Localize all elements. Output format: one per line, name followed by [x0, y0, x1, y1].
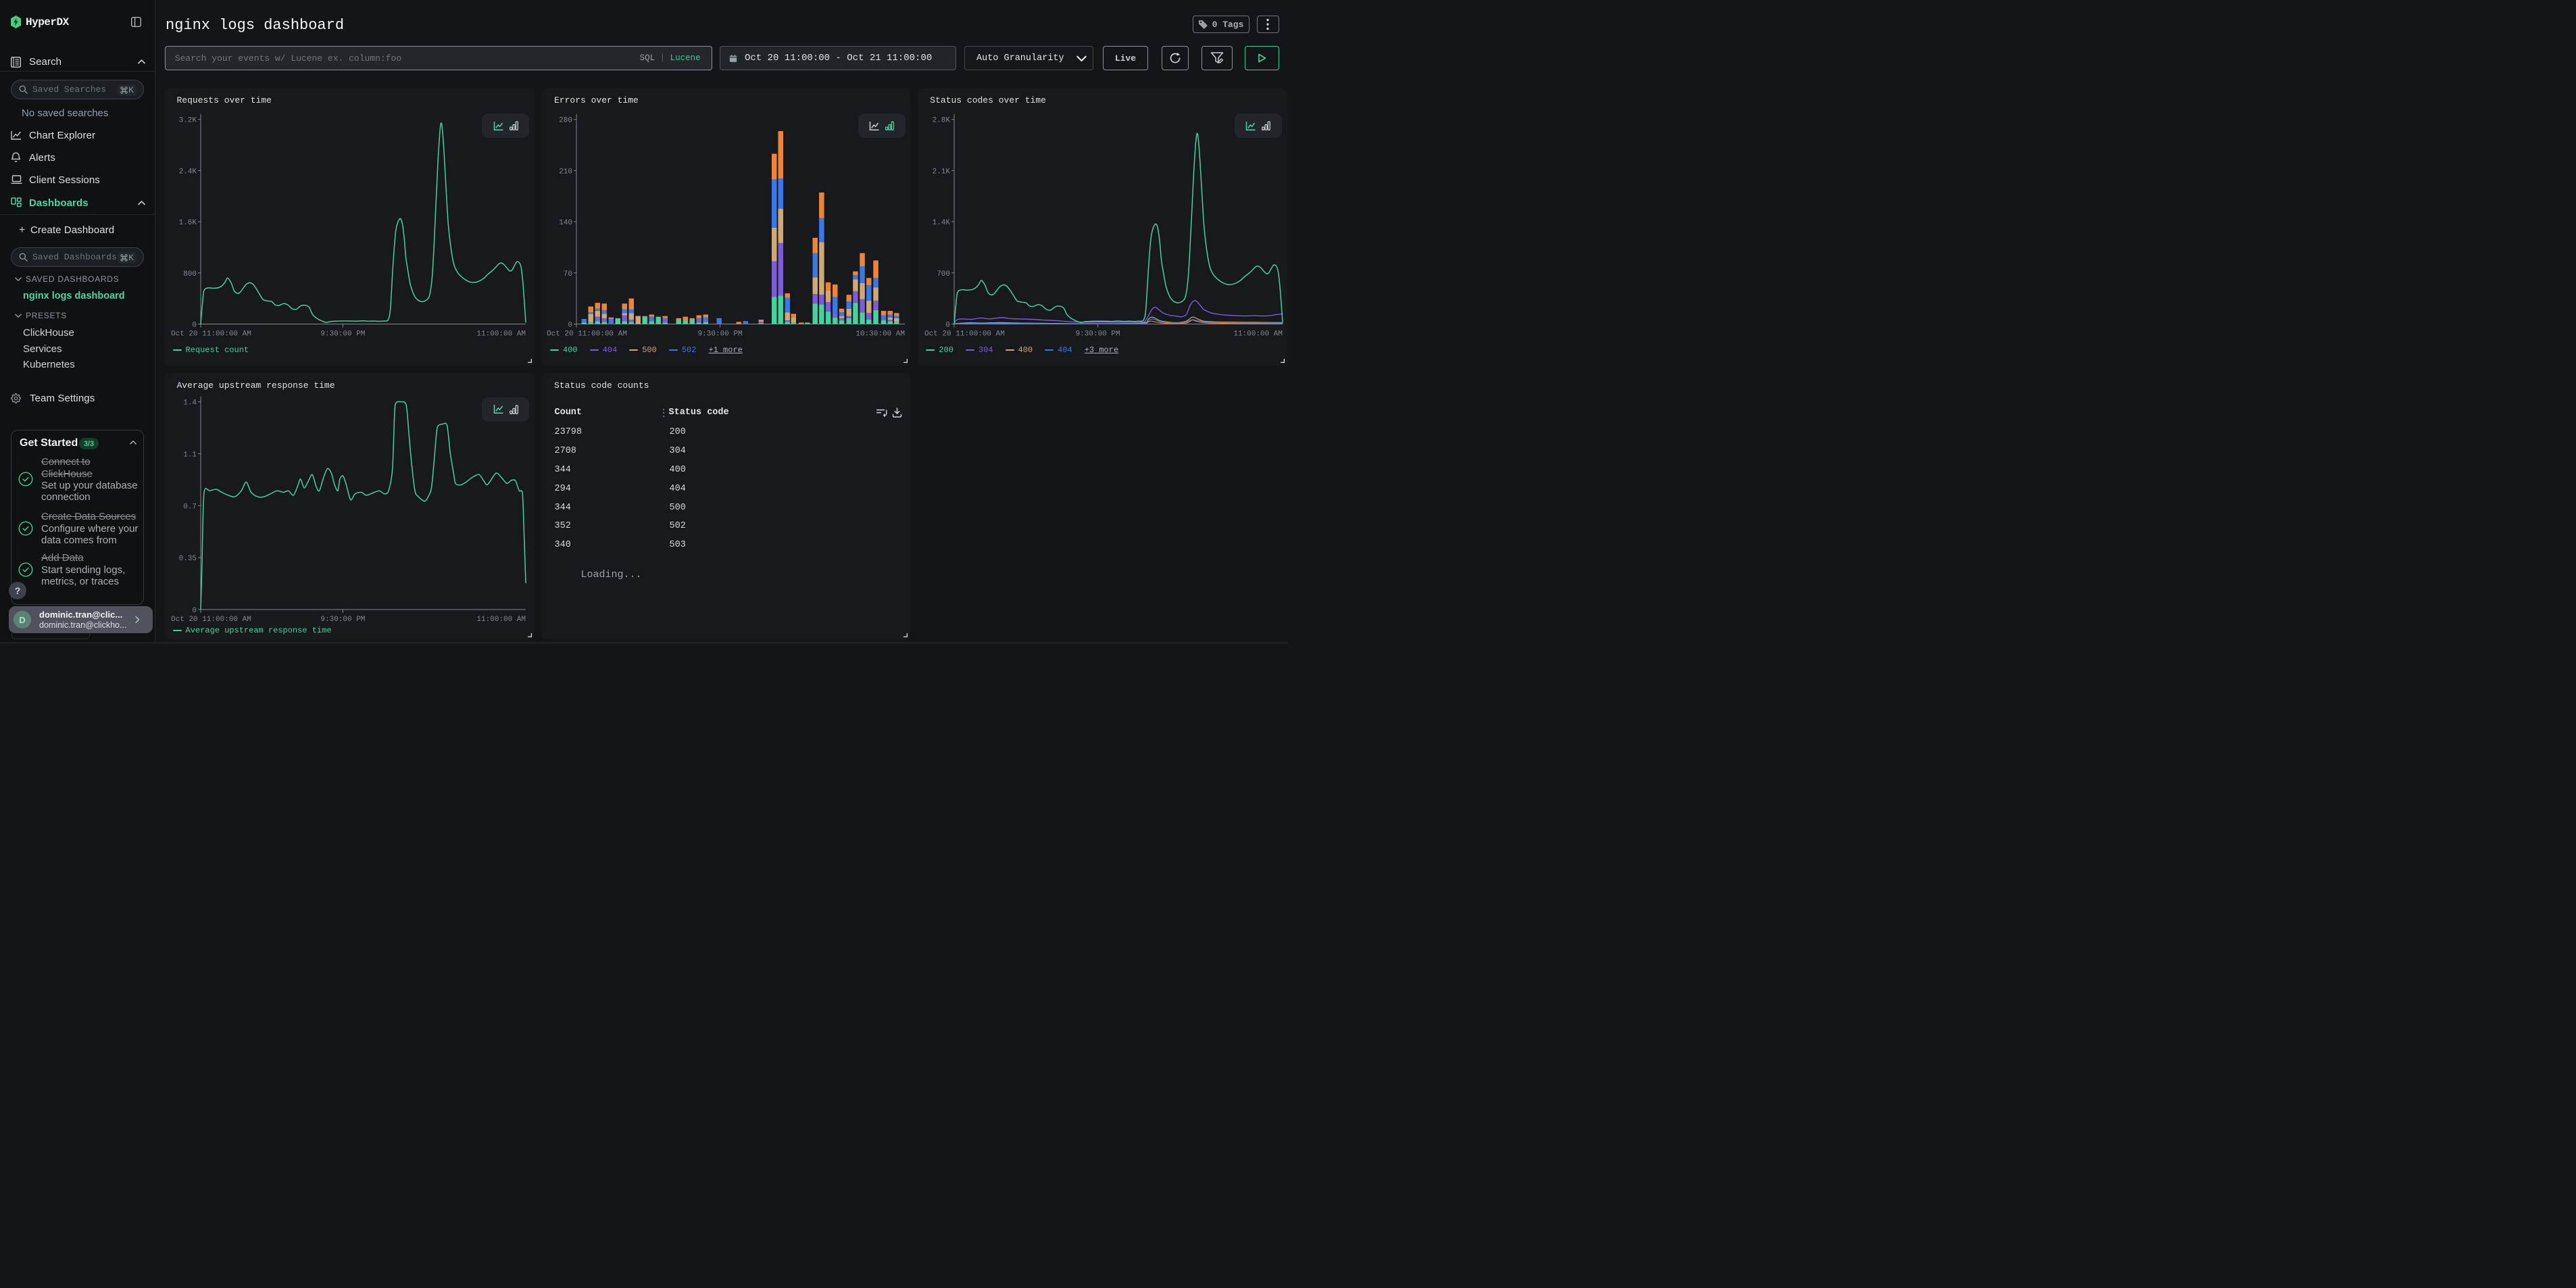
svg-text:0.35: 0.35 — [179, 555, 197, 563]
svg-text:11:00:00 AM: 11:00:00 AM — [1233, 330, 1283, 339]
svg-text:2.1K: 2.1K — [932, 168, 950, 176]
svg-text:1.4K: 1.4K — [932, 219, 950, 227]
svg-text:11:00:00 AM: 11:00:00 AM — [476, 330, 526, 339]
svg-text:2.4K: 2.4K — [179, 168, 197, 176]
svg-text:Oct 20 11:00:00 AM: Oct 20 11:00:00 AM — [171, 330, 251, 339]
svg-text:9:30:00 PM: 9:30:00 PM — [697, 330, 742, 339]
svg-text:0: 0 — [192, 607, 197, 615]
svg-text:70: 70 — [563, 270, 572, 278]
svg-text:Oct 20 11:00:00 AM: Oct 20 11:00:00 AM — [171, 616, 251, 624]
svg-text:3.2K: 3.2K — [179, 117, 197, 125]
svg-text:10:30:00 AM: 10:30:00 AM — [856, 330, 905, 339]
svg-text:0: 0 — [945, 322, 950, 330]
svg-text:1.6K: 1.6K — [179, 219, 197, 227]
svg-text:9:30:00 PM: 9:30:00 PM — [320, 616, 365, 624]
svg-text:1.4: 1.4 — [183, 399, 197, 407]
svg-text:11:00:00 AM: 11:00:00 AM — [476, 616, 526, 624]
svg-text:0.7: 0.7 — [183, 503, 197, 511]
svg-text:Oct 20 11:00:00 AM: Oct 20 11:00:00 AM — [547, 330, 627, 339]
svg-text:0: 0 — [192, 322, 197, 330]
svg-text:9:30:00 PM: 9:30:00 PM — [320, 330, 365, 339]
svg-text:140: 140 — [559, 219, 572, 227]
svg-text:0: 0 — [568, 322, 572, 330]
svg-text:1.1: 1.1 — [183, 451, 197, 459]
svg-text:800: 800 — [183, 270, 197, 278]
svg-text:Oct 20 11:00:00 AM: Oct 20 11:00:00 AM — [924, 330, 1005, 339]
svg-text:280: 280 — [559, 117, 572, 125]
svg-text:700: 700 — [937, 270, 950, 278]
svg-text:210: 210 — [559, 168, 572, 176]
svg-text:9:30:00 PM: 9:30:00 PM — [1075, 330, 1120, 339]
svg-text:2.8K: 2.8K — [932, 117, 950, 125]
